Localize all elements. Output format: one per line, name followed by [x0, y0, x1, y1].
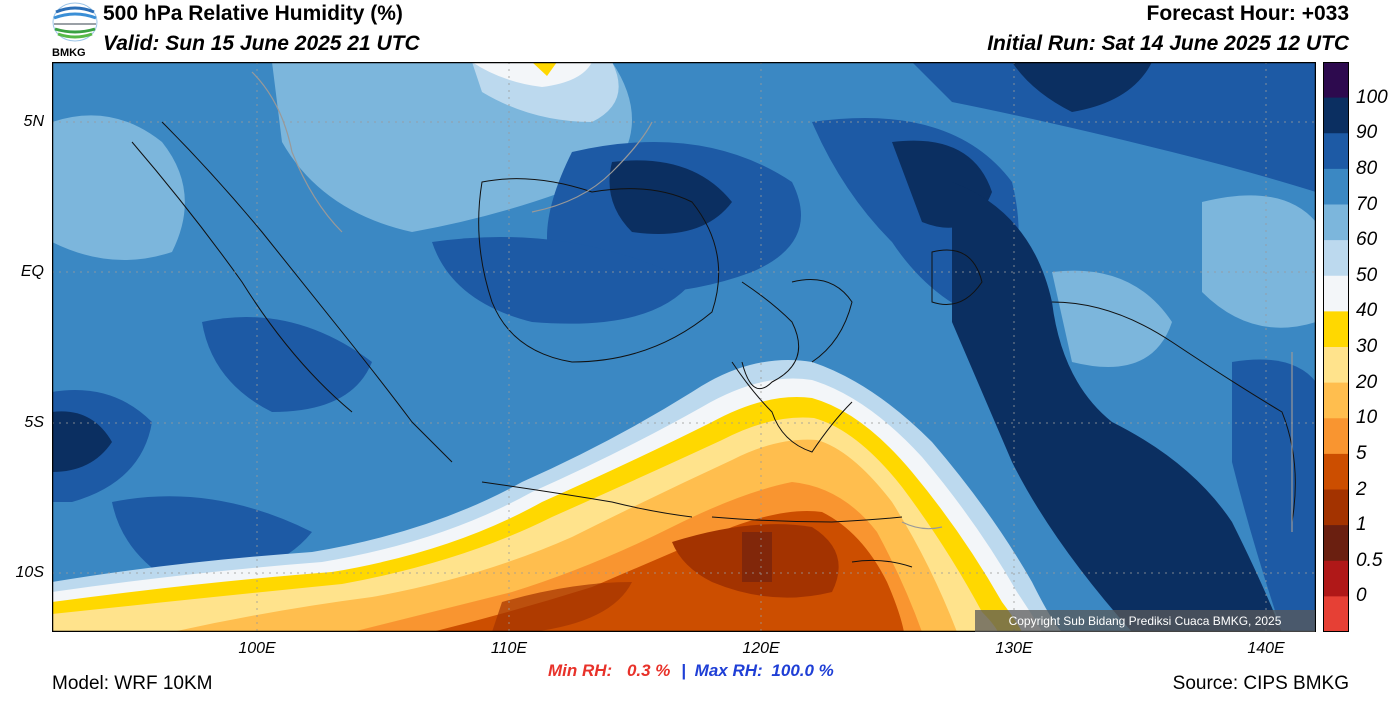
bmkg-logo-icon	[50, 2, 100, 60]
colorbar-segment	[1323, 168, 1349, 205]
colorbar-label: 80	[1356, 157, 1378, 179]
colorbar-segment	[1323, 347, 1349, 384]
colorbar-label: 90	[1356, 122, 1378, 144]
colorbar-segment	[1323, 275, 1349, 312]
colorbar-segment	[1323, 382, 1349, 419]
min-rh-value: 0.3 %	[626, 661, 671, 680]
colorbar-label: 0.5	[1356, 549, 1383, 571]
colorbar-segment	[1323, 453, 1349, 490]
colorbar-label: 10	[1356, 407, 1378, 429]
logo-text: BMKG	[52, 47, 86, 59]
colorbar-label: 60	[1356, 229, 1378, 251]
colorbar-label: 20	[1356, 371, 1378, 393]
colorbar-label: 1	[1356, 514, 1367, 536]
lon-label-120e: 120E	[742, 640, 780, 657]
colorbar-segment	[1323, 62, 1349, 99]
valid-time: Valid: Sun 15 June 2025 21 UTC	[103, 32, 420, 55]
lon-label-130e: 130E	[995, 640, 1033, 657]
colorbar-label: 40	[1356, 300, 1378, 322]
colorbar-segment	[1323, 525, 1349, 562]
source-label: Source: CIPS BMKG	[1172, 673, 1349, 694]
max-rh-label: Max RH:	[694, 661, 763, 680]
forecast-hour: Forecast Hour: +033	[1146, 2, 1350, 25]
lon-label-140e: 140E	[1247, 640, 1285, 657]
colorbar-segment	[1323, 489, 1349, 526]
colorbar	[1323, 62, 1349, 632]
colorbar-outline	[1323, 62, 1349, 632]
lat-label-5s: 5S	[24, 414, 44, 431]
lat-label-eq: EQ	[20, 263, 44, 280]
lat-label-10s: 10S	[15, 564, 44, 581]
colorbar-segment	[1323, 560, 1349, 597]
colorbar-label: 5	[1356, 442, 1367, 464]
lon-label-110e: 110E	[490, 640, 528, 657]
map-title: 500 hPa Relative Humidity (%)	[103, 2, 403, 25]
colorbar-segment	[1323, 240, 1349, 277]
lon-label-100e: 100E	[238, 640, 276, 657]
colorbar-label: 2	[1356, 478, 1367, 500]
colorbar-segment	[1323, 97, 1349, 134]
colorbar-label: 0	[1356, 585, 1367, 607]
colorbar-segment	[1323, 596, 1349, 632]
colorbar-label: 70	[1356, 193, 1378, 215]
colorbar-label: 30	[1356, 336, 1378, 357]
copyright-note: Copyright Sub Bidang Prediksi Cuaca BMKG…	[975, 610, 1315, 632]
model-label: Model: WRF 10KM	[52, 673, 213, 694]
colorbar-label: 100	[1356, 86, 1388, 108]
stats-separator: |	[681, 661, 686, 680]
colorbar-segment	[1323, 133, 1349, 170]
colorbar-segment	[1323, 204, 1349, 241]
min-rh-label: Min RH:	[548, 661, 613, 680]
colorbar-segment	[1323, 311, 1349, 348]
colorbar-label: 50	[1356, 264, 1378, 286]
rh-stats: Min RH: 0.3 % | Max RH: 100.0 %	[548, 661, 834, 681]
initial-run: Initial Run: Sat 14 June 2025 12 UTC	[987, 32, 1349, 55]
lat-label-5n: 5N	[23, 113, 44, 130]
humidity-map	[52, 62, 1316, 632]
colorbar-segment	[1323, 418, 1349, 455]
max-rh-value: 100.0 %	[771, 661, 834, 680]
